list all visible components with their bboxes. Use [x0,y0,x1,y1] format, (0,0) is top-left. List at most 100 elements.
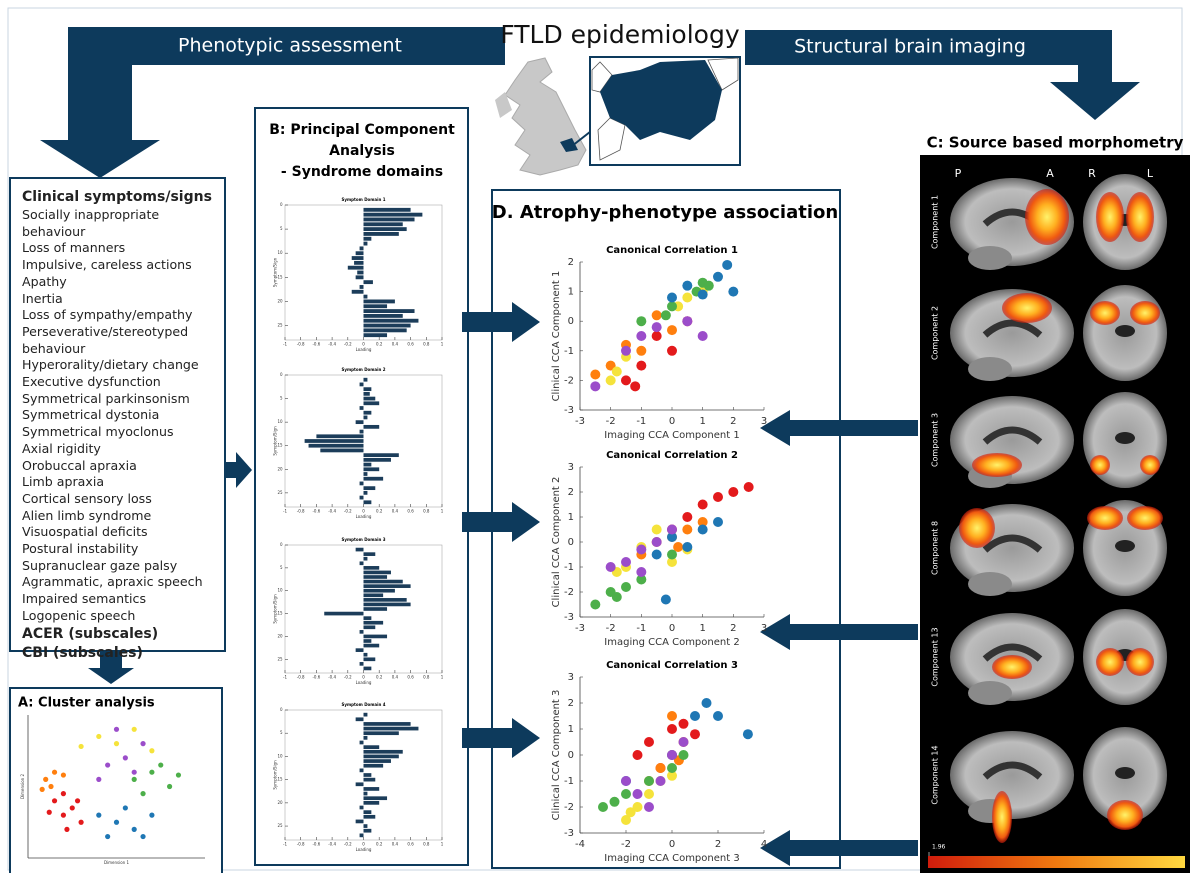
y-tick-label: 0 [568,316,574,327]
bar [363,500,372,505]
scatter-point [621,776,631,786]
clinical-item: Alien limb syndrome [22,507,152,523]
clinical-item: Impaired semantics [22,591,147,607]
clinical-item: Perseverative/stereotyped behaviour [22,323,189,356]
arrow-c-d [760,410,918,446]
scatter-point [644,737,654,747]
scatter-point [644,802,654,812]
orientation-label: R [1088,167,1096,180]
bar [363,777,376,782]
x-tick-label: 0 [362,841,365,846]
x-axis-label: Imaging CCA Component 1 [604,430,739,441]
scatter-point [644,776,654,786]
scatter-point [96,776,102,782]
bar [363,773,372,777]
x-tick-label: -0.2 [344,841,352,846]
scatter-point [644,789,654,799]
scatter-point [678,718,689,729]
x-tick-label: 0.2 [376,841,383,846]
chart-title: Symptom Domain 4 [341,702,385,707]
corpus-callosum [982,643,1043,662]
scatter-point [667,763,677,773]
scatter-point [590,369,601,380]
bar [304,439,364,443]
panel-title: Analysis [329,143,395,159]
bar [359,630,364,634]
bar [308,443,364,448]
bar [363,391,370,396]
bar [363,616,372,620]
panel-title: C: Source based morphometry [927,134,1184,152]
scatter-point [113,819,120,825]
x-tick-label: 0.6 [407,341,414,346]
chart-title: Canonical Correlation 2 [606,450,738,461]
bar [363,607,388,611]
y-tick-label: 25 [278,323,284,328]
y-tick-label: 3 [568,462,574,473]
bar [363,476,384,481]
x-tick-label: -0.8 [297,841,305,846]
clinical-item: Orobuccal apraxia [22,457,137,473]
y-tick-label: 0 [568,537,574,548]
bar [363,602,411,607]
clinical-item: Executive dysfunction [22,374,161,390]
ni-map [495,92,512,118]
scatter-point [632,789,643,799]
bar [363,726,419,731]
bar [363,579,403,584]
clinical-item: Apathy [22,273,67,289]
y-tick-label: -2 [564,375,574,386]
bar [363,759,391,763]
scatter-point [713,492,723,502]
scatter-point [713,271,723,282]
scatter-point [651,549,662,560]
chart-title: Canonical Correlation 1 [606,245,738,256]
x-tick-label: 0 [362,341,365,346]
y-tick-label: 2 [568,257,574,268]
arrow-b-d [462,302,540,342]
scatter-point [660,594,671,605]
y-axis-label: Dimension 2 [20,774,25,800]
scatter-point [131,826,137,833]
scatter-point [690,711,700,721]
scatter-point [682,542,693,552]
bar [351,256,364,260]
activation [1126,648,1154,676]
clinical-item: Socially inappropriate behaviour [22,207,160,239]
y-axis-label: Clinical CCA Component 2 [551,477,562,608]
figure-title: FTLD epidemiology [500,20,739,49]
y-tick-label: -3 [564,828,574,839]
bar [363,643,380,648]
bar [357,270,364,275]
bar [363,570,391,575]
bar [363,787,380,791]
x-tick-label: 0.4 [392,341,399,346]
y-tick-label: 5 [280,226,283,231]
x-tick-label: -0.2 [344,674,352,679]
arrow-down [88,652,134,684]
scatter-point [48,783,54,790]
bar [363,712,368,717]
clinical-item: Loss of sympathy/empathy [22,307,193,323]
scatter-point [605,375,616,386]
scatter-point [158,762,164,768]
panel-title: A: Cluster analysis [18,696,155,711]
x-tick-label: 0 [669,623,675,634]
bar [355,547,364,552]
bar [359,768,364,773]
corpus-callosum [982,426,1043,445]
bar [363,453,399,458]
x-tick-label: 0.4 [392,841,399,846]
bar [363,556,368,561]
y-tick-label: 15 [278,274,284,279]
bar [363,309,415,313]
x-tick-label: -2 [621,839,631,850]
panel-b-box [254,107,469,866]
scatter-point [621,345,631,356]
x-tick-label: -2 [606,416,616,427]
panel-title: D. Atrophy-phenotype association [492,202,838,223]
x-tick-label: 0.8 [423,841,430,846]
x-tick-label: 0.4 [392,674,399,679]
y-axis-label: Symptom/Sign [272,257,277,287]
scatter-point [682,292,693,303]
